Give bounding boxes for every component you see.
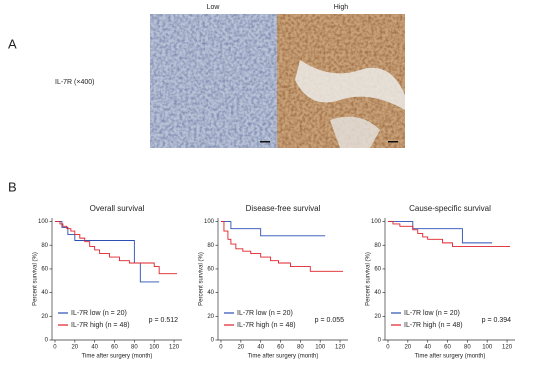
x-tick-label: 120	[502, 345, 513, 351]
survival-curve	[220, 221, 326, 237]
y-tick-label: 100	[371, 219, 382, 225]
legend-label: IL-7R low (n = 20)	[404, 310, 460, 317]
y-tick-label: 0	[211, 338, 215, 344]
x-axis-label: Time after surgery (month)	[415, 354, 486, 360]
y-tick-label: 20	[374, 314, 381, 320]
x-tick-label: 20	[71, 345, 78, 351]
panel-label: A	[8, 36, 17, 51]
chart-title: Cause-specific survival	[409, 204, 491, 213]
row-label: IL-7R (×400)	[55, 79, 95, 86]
p-value: p = 0.512	[149, 317, 178, 324]
x-tick-label: 40	[257, 345, 264, 351]
y-axis-label: Percent survival (%)	[199, 252, 205, 306]
x-tick-label: 100	[149, 345, 160, 351]
survival-curve	[387, 221, 511, 247]
y-tick-label: 60	[41, 267, 48, 273]
y-tick-label: 100	[204, 219, 215, 225]
x-tick-label: 80	[131, 345, 138, 351]
x-axis-label: Time after surgery (month)	[82, 354, 153, 360]
x-tick-label: 0	[386, 345, 390, 351]
x-tick-label: 80	[464, 345, 471, 351]
y-tick-label: 0	[378, 338, 382, 344]
legend-label: IL-7R low (n = 20)	[71, 310, 127, 317]
legend-label: IL-7R high (n = 48)	[237, 322, 296, 329]
panel-label: B	[8, 179, 17, 194]
x-tick-label: 120	[169, 345, 180, 351]
legend-label: IL-7R high (n = 48)	[71, 322, 130, 329]
x-tick-label: 60	[277, 345, 284, 351]
x-tick-label: 60	[444, 345, 451, 351]
y-tick-label: 20	[207, 314, 214, 320]
survival-curve	[220, 221, 344, 272]
x-tick-label: 20	[404, 345, 411, 351]
y-axis-label: Percent survival (%)	[366, 252, 372, 306]
x-tick-label: 40	[91, 345, 98, 351]
x-tick-label: 60	[111, 345, 118, 351]
micrograph-low	[150, 14, 277, 148]
chart-title: Overall survival	[90, 204, 145, 213]
legend-label: IL-7R high (n = 48)	[404, 322, 463, 329]
y-tick-label: 80	[374, 243, 381, 249]
y-tick-label: 0	[45, 338, 49, 344]
x-axis-label: Time after surgery (month)	[248, 354, 319, 360]
y-tick-label: 80	[207, 243, 214, 249]
x-tick-label: 20	[237, 345, 244, 351]
column-label: Low	[207, 4, 221, 11]
x-tick-label: 0	[219, 345, 223, 351]
y-tick-label: 60	[374, 267, 381, 273]
chart-title: Disease-free survival	[246, 204, 321, 213]
x-tick-label: 80	[297, 345, 304, 351]
survival-curve	[387, 221, 493, 244]
x-tick-label: 40	[424, 345, 431, 351]
legend-label: IL-7R low (n = 20)	[237, 310, 293, 317]
x-tick-label: 100	[315, 345, 326, 351]
y-tick-label: 40	[207, 290, 214, 296]
y-tick-label: 40	[374, 290, 381, 296]
micrograph-high	[277, 14, 405, 148]
y-tick-label: 20	[41, 314, 48, 320]
x-tick-label: 100	[482, 345, 493, 351]
x-tick-label: 120	[335, 345, 346, 351]
p-value: p = 0.394	[482, 317, 511, 324]
survival-curve	[54, 221, 178, 275]
x-tick-label: 0	[53, 345, 57, 351]
y-axis-label: Percent survival (%)	[33, 252, 39, 306]
column-label: High	[334, 4, 349, 11]
y-tick-label: 40	[41, 290, 48, 296]
p-value: p = 0.055	[315, 317, 344, 324]
y-tick-label: 100	[38, 219, 49, 225]
survival-curve	[54, 221, 160, 283]
y-tick-label: 60	[207, 267, 214, 273]
y-tick-label: 80	[41, 243, 48, 249]
